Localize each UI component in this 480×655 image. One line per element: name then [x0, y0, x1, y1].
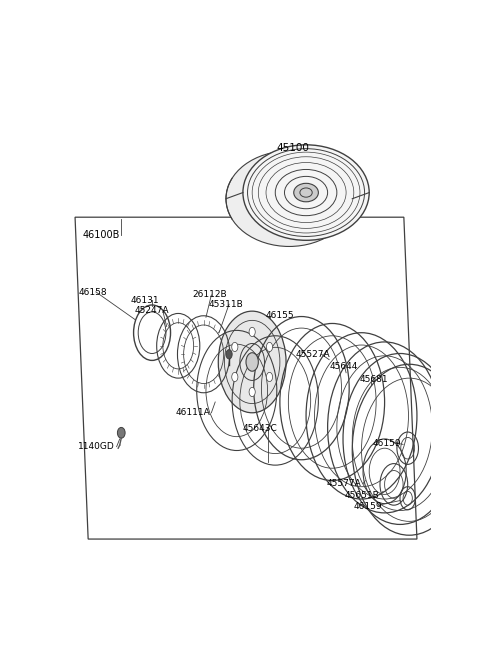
Text: 45643C: 45643C	[242, 424, 277, 432]
Ellipse shape	[226, 151, 352, 246]
Ellipse shape	[266, 343, 273, 352]
Ellipse shape	[249, 387, 255, 397]
Text: 46111A: 46111A	[175, 408, 210, 417]
Ellipse shape	[294, 183, 318, 202]
Text: 46155: 46155	[265, 311, 294, 320]
Text: 1140GD: 1140GD	[78, 442, 115, 451]
Text: 45681: 45681	[360, 375, 389, 384]
Text: 26112B: 26112B	[192, 290, 227, 299]
Ellipse shape	[118, 428, 125, 438]
Text: 46158: 46158	[78, 288, 107, 297]
Text: 45644: 45644	[329, 362, 358, 371]
Ellipse shape	[218, 311, 286, 413]
Ellipse shape	[232, 343, 238, 352]
Ellipse shape	[249, 328, 255, 337]
Text: 45247A: 45247A	[134, 306, 169, 315]
Text: 46100B: 46100B	[83, 229, 120, 240]
Text: 46159: 46159	[354, 502, 383, 511]
Ellipse shape	[246, 353, 258, 371]
Ellipse shape	[266, 372, 273, 382]
Text: 45527A: 45527A	[296, 350, 331, 359]
Text: 45651B: 45651B	[345, 491, 379, 500]
Text: 46159: 46159	[373, 439, 402, 448]
Text: 46131: 46131	[131, 296, 159, 305]
Ellipse shape	[243, 145, 369, 240]
Text: 45311B: 45311B	[209, 299, 244, 309]
Ellipse shape	[232, 372, 238, 382]
Text: 45100: 45100	[277, 143, 310, 153]
Ellipse shape	[226, 350, 232, 359]
Text: 45577A: 45577A	[327, 479, 361, 488]
